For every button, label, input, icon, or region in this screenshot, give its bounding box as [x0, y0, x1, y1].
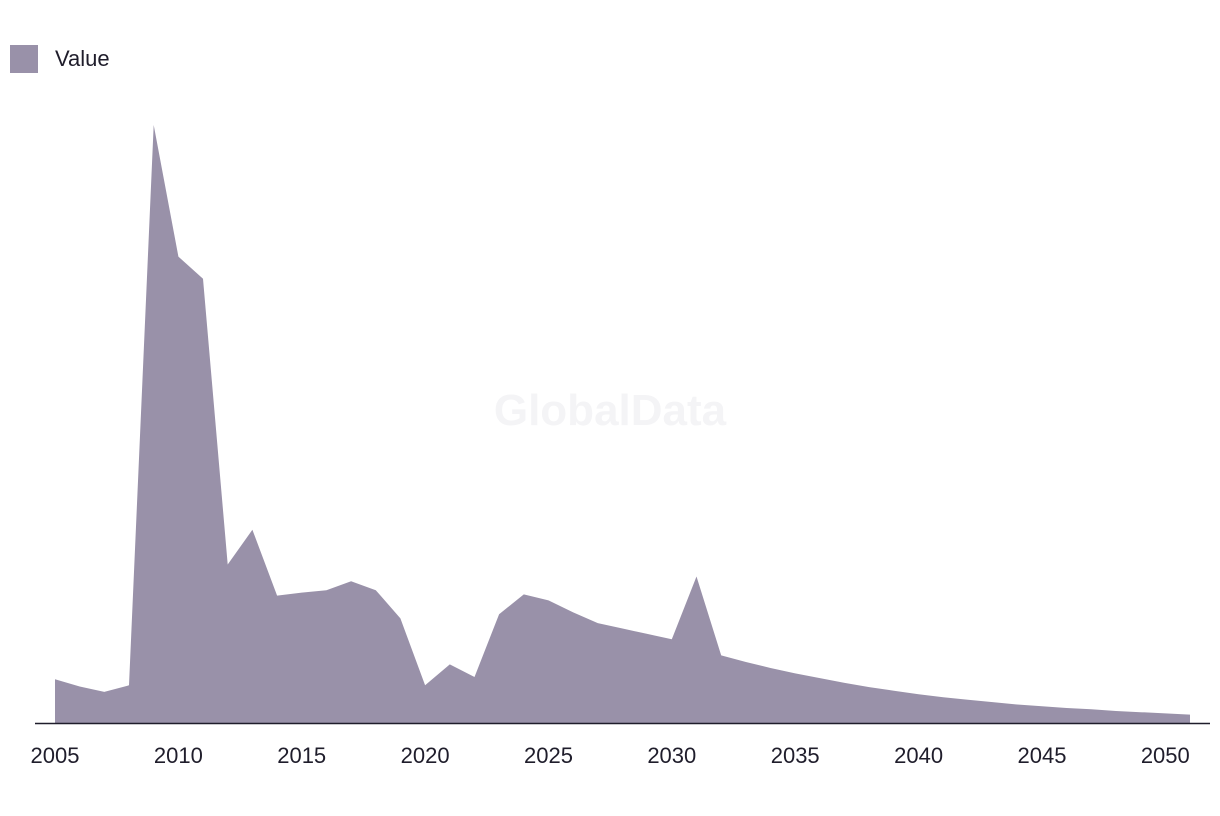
x-tick-label: 2005 — [31, 743, 80, 768]
x-tick-label: 2045 — [1018, 743, 1067, 768]
x-tick-label: 2050 — [1141, 743, 1190, 768]
x-tick-label: 2030 — [647, 743, 696, 768]
plot-area — [35, 125, 1210, 725]
x-tick-label: 2010 — [154, 743, 203, 768]
legend: Value — [10, 45, 110, 73]
x-tick-label: 2020 — [401, 743, 450, 768]
legend-label: Value — [55, 46, 110, 71]
legend-swatch — [10, 45, 38, 73]
x-tick-label: 2040 — [894, 743, 943, 768]
x-axis-ticks: 2005 2010 2015 2020 2025 2030 2035 2040 2045 2050 — [31, 743, 1190, 768]
x-tick-label: 2015 — [277, 743, 326, 768]
series-area-value — [55, 125, 1190, 723]
x-tick-label: 2025 — [524, 743, 573, 768]
watermark: GlobalData — [494, 386, 727, 435]
x-tick-label: 2035 — [771, 743, 820, 768]
